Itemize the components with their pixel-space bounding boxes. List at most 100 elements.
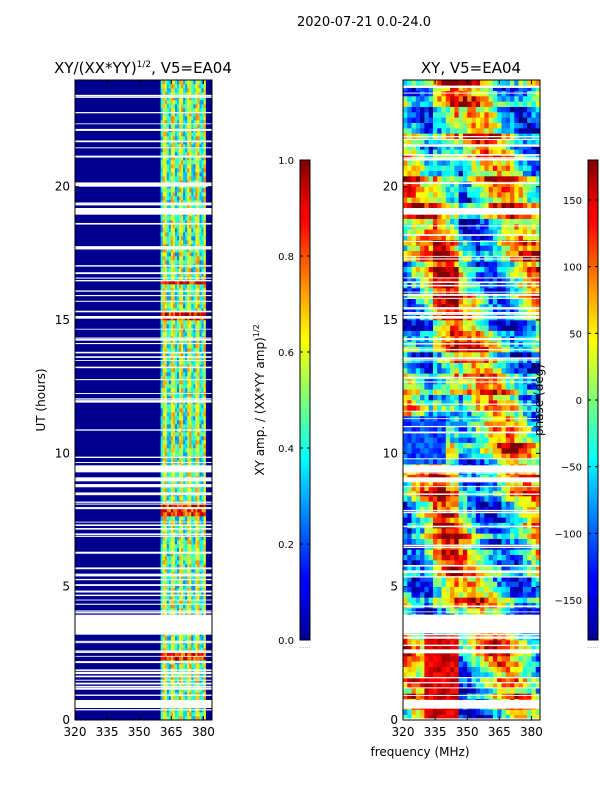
amplitude-cell <box>185 168 188 173</box>
amplitude-cell <box>176 528 180 533</box>
amplitude-cell <box>174 656 178 661</box>
amplitude-cell <box>176 104 180 109</box>
amplitude-cell <box>181 440 184 445</box>
amplitude-cell <box>166 308 170 313</box>
phase-cell <box>420 650 425 657</box>
amplitude-cell <box>191 528 194 533</box>
amplitude-cell <box>176 92 180 97</box>
amplitude-cell <box>168 644 172 649</box>
amplitude-cell <box>172 144 176 149</box>
phase-cell <box>492 522 498 529</box>
amplitude-cell <box>168 528 172 533</box>
amplitude-cell <box>172 156 176 161</box>
phase-cell <box>497 656 502 662</box>
amplitude-cell <box>174 648 178 653</box>
amplitude-cell <box>195 96 198 101</box>
amplitude-cell <box>170 396 174 401</box>
amplitude-cell <box>199 688 202 693</box>
phase-cell <box>531 645 537 651</box>
amplitude-cell <box>193 256 196 261</box>
amplitude-cell <box>181 308 184 313</box>
amplitude-cell <box>183 260 186 265</box>
amplitude-cell <box>166 504 170 509</box>
amplitude-flag-line <box>75 94 212 97</box>
phase-cell <box>467 682 472 689</box>
amplitude-cell <box>201 196 204 201</box>
amplitude-flag-line <box>75 182 212 185</box>
amplitude-cell <box>187 372 190 377</box>
amplitude-cell <box>187 600 190 605</box>
amplitude-cell <box>189 560 192 565</box>
amplitude-cell <box>187 348 190 353</box>
phase-cell <box>480 554 485 561</box>
amplitude-cell <box>193 312 196 317</box>
amplitude-cell <box>164 512 168 517</box>
amplitude-cell <box>193 288 196 293</box>
phase-cell <box>458 501 464 507</box>
phase-cell <box>522 538 528 545</box>
amplitude-cell <box>203 568 206 573</box>
amplitude-cell <box>160 308 163 313</box>
amplitude-cell <box>191 716 194 721</box>
amplitude-flag-line <box>75 535 212 537</box>
phase-cell <box>475 688 481 694</box>
amplitude-cell <box>201 712 204 717</box>
amplitude-cell <box>170 416 174 421</box>
amplitude-cell <box>191 108 194 113</box>
amplitude-cell <box>197 556 200 561</box>
amplitude-cell <box>166 496 170 501</box>
amplitude-cell <box>189 220 192 225</box>
phase-cell <box>450 501 455 507</box>
amplitude-cell <box>164 368 168 373</box>
amplitude-cell <box>162 120 166 125</box>
phase-cell <box>531 693 537 699</box>
amplitude-cell <box>199 268 202 273</box>
amplitude-cell <box>166 200 170 205</box>
phase-cell <box>492 592 498 598</box>
amplitude-cell <box>187 272 190 277</box>
amplitude-ytick-label: 20 <box>55 180 70 194</box>
phase-cell <box>467 528 472 534</box>
amplitude-cell <box>187 404 190 409</box>
amplitude-cell <box>172 268 176 273</box>
amplitude-flag-line <box>75 379 212 381</box>
amplitude-cell <box>181 188 184 193</box>
amplitude-cell <box>174 360 178 365</box>
phase-cell <box>484 597 489 603</box>
amplitude-cell <box>203 436 206 441</box>
amplitude-cell <box>162 148 166 153</box>
amplitude-cell <box>187 612 190 617</box>
amplitude-xtick-label: 320 <box>64 725 87 739</box>
amplitude-cell <box>172 608 176 613</box>
amplitude-cell <box>201 612 204 617</box>
amplitude-cell <box>183 692 186 697</box>
phase-cell <box>411 560 417 566</box>
amplitude-cell <box>176 224 180 229</box>
amplitude-cell <box>168 312 172 317</box>
phase-cell <box>492 650 498 657</box>
amplitude-cell <box>162 308 166 313</box>
amplitude-flag-line <box>75 155 212 158</box>
amplitude-cell <box>203 448 206 453</box>
amplitude-cell <box>183 604 186 609</box>
amplitude-cell <box>168 692 172 697</box>
amplitude-cell <box>187 160 190 165</box>
amplitude-cell <box>185 204 188 209</box>
amplitude-cell <box>170 600 174 605</box>
amplitude-cell <box>195 656 198 661</box>
amplitude-cell <box>181 384 184 389</box>
amplitude-cell <box>164 664 168 669</box>
phase-cell <box>441 650 447 657</box>
phase-cell <box>471 533 477 539</box>
amplitude-cell <box>160 204 163 209</box>
amplitude-cell <box>199 228 202 233</box>
phase-cell <box>432 666 438 673</box>
phase-cell <box>480 666 485 673</box>
phase-cell <box>403 570 408 577</box>
amplitude-cell <box>193 84 196 89</box>
amplitude-cell <box>197 200 200 205</box>
amplitude-cell <box>172 432 176 437</box>
amplitude-cell <box>191 352 194 357</box>
amplitude-cell <box>187 444 190 449</box>
amplitude-cell <box>199 220 202 225</box>
